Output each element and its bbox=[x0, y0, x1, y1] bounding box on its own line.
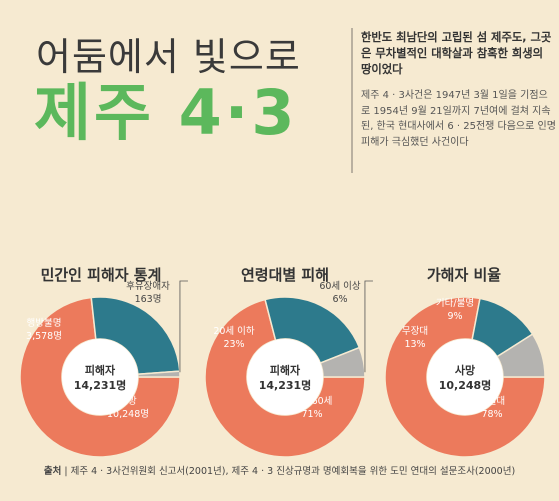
intro-body: 제주 4 · 3사건은 1947년 3월 1일을 기점으로 1954년 9월 2… bbox=[361, 90, 556, 148]
slice-value-2-2: 9% bbox=[447, 311, 462, 322]
leader-line-0 bbox=[179, 280, 188, 373]
donut-center-1 bbox=[247, 339, 323, 415]
slice-label-2-2: 기타/불명 bbox=[436, 298, 474, 309]
source-label: 출처 bbox=[43, 466, 62, 477]
chart-title-perpetrator: 가해자 비율 bbox=[426, 266, 502, 284]
slice-label-0-1: 행방불명 bbox=[27, 317, 62, 329]
donut-center-value-2: 10,248명 bbox=[439, 378, 492, 392]
donut-center-label-1: 피해자 bbox=[270, 363, 301, 377]
donut-slice-2-0 bbox=[384, 296, 546, 458]
intro-lead: 한반도 최남단의 고립된 섬 제주도, 그곳은 무차별적인 대학살과 참혹한 희… bbox=[361, 31, 552, 76]
title-main: 제주 4·3 bbox=[34, 76, 298, 149]
divider-line bbox=[351, 28, 353, 173]
slice-value-2-1: 13% bbox=[404, 339, 425, 350]
slice-value-1-0: 71% bbox=[301, 409, 322, 420]
donut-center-value-0: 14,231명 bbox=[74, 378, 127, 392]
slice-label-1-1: 20세 이하 bbox=[213, 325, 255, 337]
source-separator: | bbox=[64, 466, 71, 477]
source-note: 출처 | 제주 4 · 3사건위원회 신고서(2001년), 제주 4 · 3 … bbox=[0, 463, 559, 477]
source-text: 제주 4 · 3사건위원회 신고서(2001년), 제주 4 · 3 진상규명과… bbox=[70, 466, 516, 477]
slice-label-2-1: 무장대 bbox=[402, 326, 428, 337]
donut-center-label-0: 피해자 bbox=[85, 363, 116, 377]
donut-center-2 bbox=[427, 339, 503, 415]
slice-label-0-2: 후유장애자 bbox=[126, 281, 170, 292]
slice-value-0-2: 163명 bbox=[135, 294, 162, 305]
donut-center-0 bbox=[62, 339, 138, 415]
slice-value-2-0: 78% bbox=[481, 409, 502, 420]
title-top: 어둠에서 빛으로 bbox=[36, 35, 301, 79]
donut-center-value-1: 14,231명 bbox=[259, 378, 312, 392]
slice-label-0-0: 사망 bbox=[119, 396, 137, 407]
slice-label-2-0: 토벌대 bbox=[479, 396, 505, 407]
slice-label-1-0: 21~60세 bbox=[292, 396, 333, 407]
slice-value-1-2: 6% bbox=[332, 294, 347, 305]
slice-label-1-2: 60세 이상 bbox=[319, 281, 361, 292]
slice-value-1-1: 23% bbox=[223, 339, 244, 350]
chart-title-age: 연령대별 피해 bbox=[240, 266, 330, 284]
leader-line-1 bbox=[364, 280, 373, 373]
donut-center-label-2: 사망 bbox=[455, 363, 475, 377]
slice-value-0-0: 10,248명 bbox=[107, 409, 149, 420]
chart-title-civilian: 민간인 피해자 통계 bbox=[40, 266, 162, 284]
slice-value-0-1: 3,578명 bbox=[26, 331, 62, 342]
